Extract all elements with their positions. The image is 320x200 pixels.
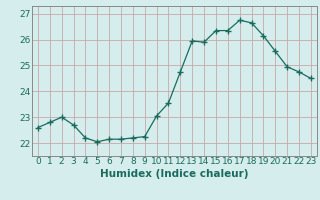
- X-axis label: Humidex (Indice chaleur): Humidex (Indice chaleur): [100, 169, 249, 179]
